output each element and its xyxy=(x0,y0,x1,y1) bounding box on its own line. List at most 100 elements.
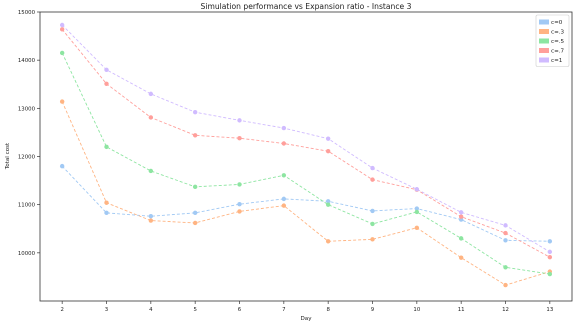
y-axis: 10000 11000 12000 13000 14000 15000 xyxy=(18,10,40,257)
data-point xyxy=(370,221,375,227)
data-point xyxy=(104,144,109,150)
data-point xyxy=(325,149,331,154)
data-point xyxy=(237,209,242,214)
data-point xyxy=(414,225,420,230)
x-tick-label: 9 xyxy=(371,307,375,313)
x-axis: 2 3 4 5 6 7 8 9 10 11 12 13 xyxy=(60,301,553,313)
x-tick-label: 7 xyxy=(282,307,285,313)
legend-swatch xyxy=(539,38,549,44)
data-point xyxy=(192,109,198,115)
legend: c=0 c=.3 c=.5 c=.7 c=1 xyxy=(535,14,570,67)
series-line xyxy=(61,101,550,286)
x-tick-label: 3 xyxy=(105,307,108,313)
legend-label: c=1 xyxy=(551,58,563,64)
data-point xyxy=(503,230,508,236)
data-point xyxy=(59,22,65,28)
data-point xyxy=(414,209,420,215)
data-point xyxy=(281,125,287,131)
series-c=.5 xyxy=(59,50,553,277)
data-point xyxy=(192,133,198,138)
data-point xyxy=(414,187,420,192)
legend-label: c=.3 xyxy=(551,30,565,36)
data-point xyxy=(148,214,154,219)
data-point xyxy=(148,168,154,174)
plot-area xyxy=(39,11,573,302)
x-tick-label: 5 xyxy=(193,307,196,313)
legend-swatch xyxy=(539,57,549,63)
data-point xyxy=(237,135,242,141)
legend-label: c=.5 xyxy=(551,39,565,45)
data-point xyxy=(458,214,464,219)
series-line xyxy=(61,29,551,258)
data-point xyxy=(547,239,553,244)
y-tick-label: 14000 xyxy=(18,58,36,64)
data-point xyxy=(370,208,375,214)
series-c=.3 xyxy=(59,99,553,288)
chart-title: Simulation performance vs Expansion rati… xyxy=(201,2,412,11)
data-point xyxy=(547,271,553,277)
data-point xyxy=(192,210,198,216)
y-tick-label: 13000 xyxy=(18,106,36,112)
data-point xyxy=(458,210,464,215)
x-tick-label: 13 xyxy=(546,307,553,313)
series-c=.7 xyxy=(59,27,553,260)
data-point xyxy=(325,136,331,141)
data-point xyxy=(503,223,508,228)
y-tick-label: 12000 xyxy=(18,155,36,161)
legend-box xyxy=(535,14,570,67)
series-line xyxy=(61,24,551,253)
data-point xyxy=(237,201,242,207)
legend-label: c=0 xyxy=(551,20,563,26)
data-point xyxy=(59,99,65,104)
data-point xyxy=(59,27,65,32)
legend-swatch xyxy=(539,29,549,34)
data-point xyxy=(458,255,464,260)
data-point xyxy=(237,118,242,123)
series-group xyxy=(59,22,553,288)
series-c=0 xyxy=(59,163,553,244)
y-tick-label: 11000 xyxy=(18,203,36,209)
data-point xyxy=(104,200,109,205)
data-point xyxy=(148,115,154,120)
data-point xyxy=(458,236,464,241)
x-tick-label: 6 xyxy=(238,307,242,313)
data-point xyxy=(281,141,287,146)
data-point xyxy=(503,282,508,288)
data-point xyxy=(325,202,331,207)
data-point xyxy=(414,206,420,211)
data-point xyxy=(503,238,508,243)
data-point xyxy=(192,220,198,226)
x-axis-label: Day xyxy=(300,316,312,322)
x-tick-label: 8 xyxy=(326,307,330,313)
series-line xyxy=(61,165,550,242)
x-tick-label: 10 xyxy=(413,307,420,313)
data-point xyxy=(370,165,375,171)
legend-swatch xyxy=(539,48,549,53)
data-point xyxy=(281,173,287,178)
data-point xyxy=(148,91,154,97)
data-point xyxy=(59,50,65,56)
data-point xyxy=(370,237,375,242)
x-tick-label: 4 xyxy=(149,307,153,313)
y-tick-label: 10000 xyxy=(18,251,36,257)
data-point xyxy=(370,177,375,182)
data-point xyxy=(281,203,287,208)
data-point xyxy=(325,199,331,204)
data-point xyxy=(325,239,331,244)
data-point xyxy=(148,218,154,223)
data-point xyxy=(104,81,109,86)
series-c=1 xyxy=(59,22,553,255)
y-axis-label: Total cost xyxy=(5,142,11,170)
x-tick-label: 12 xyxy=(502,307,509,313)
data-point xyxy=(503,265,508,270)
data-point xyxy=(547,254,553,260)
x-tick-label: 11 xyxy=(458,307,465,313)
data-point xyxy=(59,163,65,169)
data-point xyxy=(104,210,109,216)
legend-swatch xyxy=(539,19,549,25)
data-point xyxy=(237,182,242,187)
x-tick-label: 2 xyxy=(60,307,63,313)
data-point xyxy=(547,249,553,255)
data-point xyxy=(192,184,198,190)
